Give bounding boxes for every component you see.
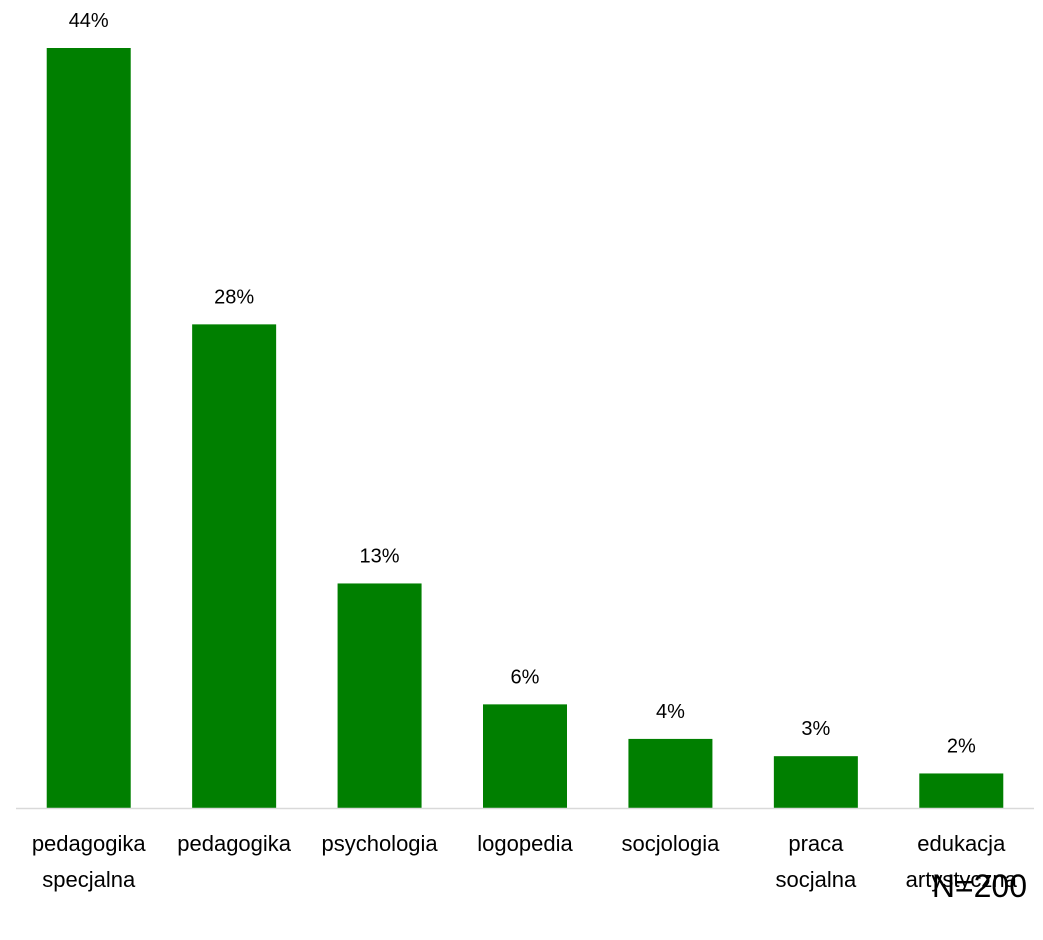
category-label-3: logopedia (477, 831, 573, 856)
category-label-line: praca (788, 831, 844, 856)
category-label-line: logopedia (477, 831, 573, 856)
category-label-line: socjalna (775, 867, 856, 892)
bar-2 (337, 583, 422, 808)
category-label-4: socjologia (622, 831, 721, 856)
category-label-0: pedagogika specjalna (32, 831, 147, 892)
value-label-5: 3% (801, 718, 830, 740)
category-label-1: pedagogika (177, 831, 292, 856)
bar-5 (773, 756, 858, 808)
value-label-6: 2% (947, 735, 976, 757)
value-label-0: 44% (69, 10, 109, 32)
value-labels-group: 44% 28% 13% 6% 4% 3% 2% (69, 10, 976, 757)
bars-group (46, 48, 1004, 808)
sample-size-annotation: N=200 (931, 868, 1027, 904)
value-label-4: 4% (656, 701, 685, 723)
bar-0 (46, 48, 131, 808)
value-label-2: 13% (360, 545, 400, 567)
bar-3 (483, 704, 567, 808)
category-label-5: praca socjalna (775, 831, 856, 892)
category-label-line: artystyczna (906, 867, 1018, 892)
category-label-line: psychologia (321, 831, 438, 856)
bar-1 (192, 324, 277, 808)
category-label-6: edukacja artystyczna (906, 831, 1018, 892)
category-label-line: specjalna (42, 867, 136, 892)
category-label-line: socjologia (622, 831, 721, 856)
value-label-3: 6% (511, 666, 540, 688)
category-label-line: pedagogika (177, 831, 292, 856)
category-labels-group: pedagogika specjalna pedagogika psychologia… (32, 831, 1018, 892)
bar-6 (919, 773, 1004, 808)
value-label-1: 28% (214, 286, 254, 308)
category-label-2: psychologia (321, 831, 438, 856)
category-label-line: pedagogika (32, 831, 147, 856)
bar-4 (628, 738, 713, 808)
category-label-line: edukacja (917, 831, 1006, 856)
